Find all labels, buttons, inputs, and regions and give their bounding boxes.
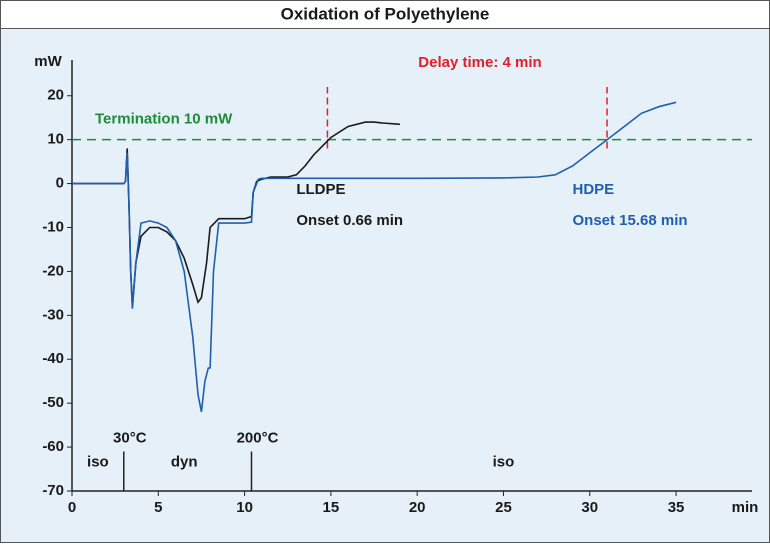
- onset-label: Onset 0.66 min: [296, 212, 403, 229]
- x-tick-label: 30: [581, 499, 598, 516]
- y-tick-label: -60: [42, 438, 64, 455]
- y-tick-label: 20: [47, 87, 64, 104]
- series-label: HDPE: [573, 181, 615, 198]
- series-line: [72, 101, 677, 413]
- x-tick-label: 15: [323, 499, 340, 516]
- title-box: [0, 0, 770, 29]
- y-tick-label: -50: [42, 394, 64, 411]
- series-label: LLDPE: [296, 181, 345, 198]
- x-tick-label: 25: [495, 499, 512, 516]
- y-tick-label: -30: [42, 306, 64, 323]
- onset-label: Onset 15.68 min: [573, 212, 688, 229]
- threshold-label: Termination 10 mW: [95, 111, 233, 128]
- delay-label: Delay time: 4 min: [418, 54, 541, 71]
- y-tick-label: -70: [42, 482, 64, 499]
- segment-label: dyn: [171, 453, 198, 470]
- segment-marker-label: 30°C: [113, 429, 147, 446]
- x-tick-label: 20: [409, 499, 426, 516]
- chart-title: Oxidation of Polyethylene: [281, 4, 490, 23]
- segment-label: iso: [87, 453, 109, 470]
- x-unit: min: [732, 499, 759, 516]
- y-tick-label: 0: [56, 175, 64, 192]
- x-tick-label: 0: [68, 499, 76, 516]
- y-tick-label: -20: [42, 262, 64, 279]
- y-tick-label: -10: [42, 218, 64, 235]
- x-tick-label: 35: [668, 499, 685, 516]
- y-unit: mW: [34, 53, 62, 70]
- y-tick-label: -40: [42, 350, 64, 367]
- segment-label: iso: [493, 453, 515, 470]
- segment-marker-label: 200°C: [237, 429, 279, 446]
- x-tick-label: 5: [154, 499, 162, 516]
- y-tick-label: 10: [47, 131, 64, 148]
- x-tick-label: 10: [236, 499, 253, 516]
